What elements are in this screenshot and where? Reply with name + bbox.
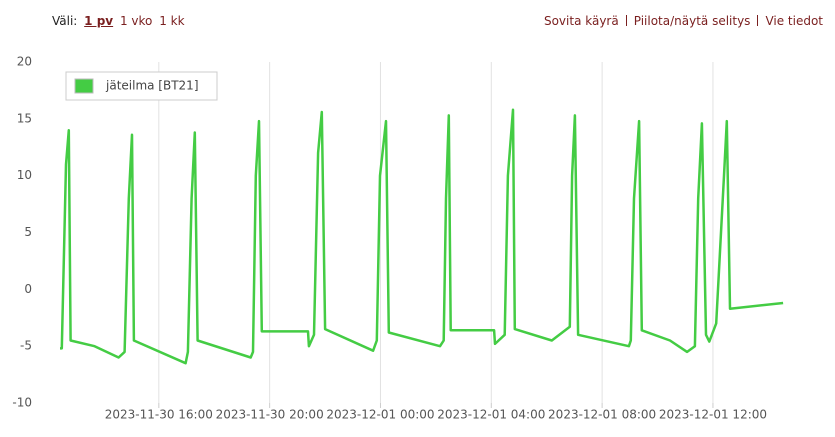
range-option[interactable]: 1 kk <box>159 14 185 28</box>
separator <box>757 15 759 26</box>
action-link[interactable]: Sovita käyrä <box>543 14 619 28</box>
range-option[interactable]: 1 pv <box>84 14 114 28</box>
actions: Sovita käyrä Piilota/näytä selitys Vie tie… <box>544 14 823 28</box>
data-line <box>60 108 784 365</box>
y-tick-label: 15 <box>17 111 32 125</box>
y-tick-label: 10 <box>17 168 32 182</box>
x-tick-label: 2023-12-01 00:00 <box>326 408 434 422</box>
y-tick-label: 5 <box>24 225 32 239</box>
toolbar: Väli: 1 pv 1 vko 1 kk Sovita käyrä Piilot… <box>0 0 835 40</box>
x-tick-label: 2023-12-01 12:00 <box>659 408 767 422</box>
separator <box>625 15 627 26</box>
legend: jäteilma [BT21] <box>65 71 218 101</box>
x-tick-label: 2023-11-30 20:00 <box>216 408 324 422</box>
y-tick-label: -10 <box>12 396 32 410</box>
legend-swatch <box>74 78 94 94</box>
range-option[interactable]: 1 vko <box>119 14 153 28</box>
action-link[interactable]: Vie tiedot <box>765 14 823 28</box>
action-link[interactable]: Piilota/näytä selitys <box>633 14 751 28</box>
y-tick-label: 20 <box>17 55 32 69</box>
x-tick-label: 2023-12-01 04:00 <box>437 408 545 422</box>
legend-label: jäteilma [BT21] <box>105 79 199 93</box>
range-selector: Väli: 1 pv 1 vko 1 kk <box>52 14 185 28</box>
x-tick-label: 2023-12-01 08:00 <box>548 408 656 422</box>
x-tick-label: 2023-11-30 16:00 <box>105 408 213 422</box>
y-tick-label: 0 <box>24 282 32 296</box>
y-tick-label: -5 <box>20 339 32 353</box>
range-label: Väli: <box>52 14 78 28</box>
